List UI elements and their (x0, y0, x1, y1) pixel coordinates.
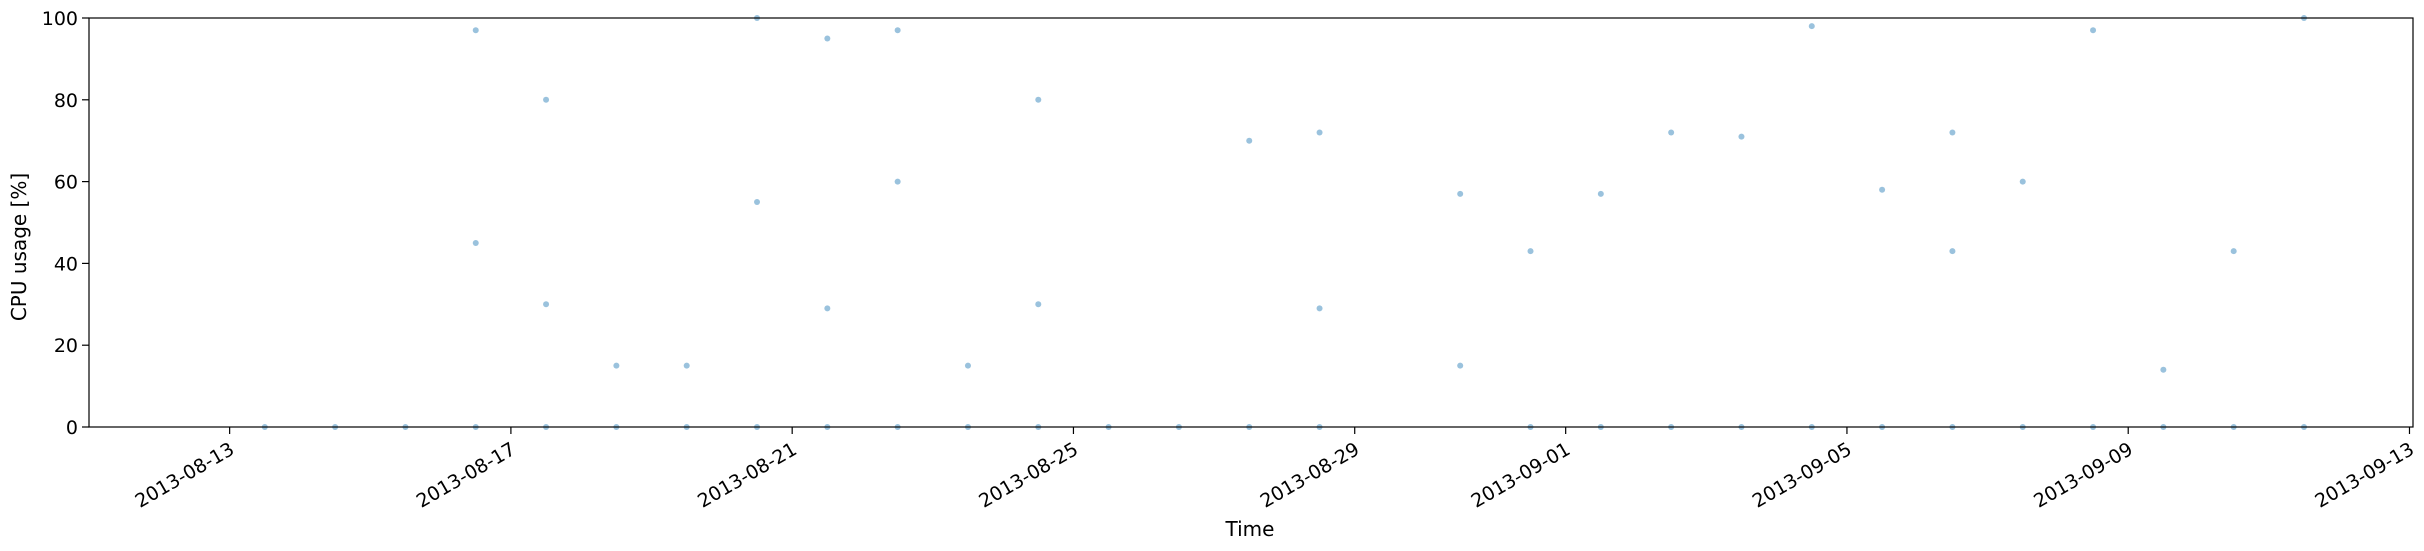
y-tick-label: 0 (66, 417, 78, 439)
scatter-points (261, 15, 2308, 430)
data-point (1808, 23, 1815, 30)
data-point (2230, 248, 2237, 255)
x-tick-label: 2013-08-21 (694, 438, 801, 512)
data-point (2019, 178, 2026, 185)
x-tick-label: 2013-08-25 (975, 438, 1082, 512)
x-tick-label: 2013-09-01 (1468, 438, 1575, 512)
x-tick-label: 2013-09-05 (1749, 438, 1856, 512)
x-axis-title: Time (1225, 517, 1275, 541)
data-point (894, 27, 901, 34)
data-point (683, 362, 690, 369)
data-point (1879, 186, 1886, 193)
y-axis-ticks: 0 20 40 60 80 100 (42, 8, 89, 439)
y-tick-label: 20 (54, 335, 78, 357)
data-point (472, 239, 479, 246)
x-tick-label: 2013-08-13 (132, 438, 239, 512)
data-point (472, 27, 479, 34)
data-point (964, 362, 971, 369)
data-point (1738, 133, 1745, 140)
data-point (1246, 137, 1253, 144)
data-point (894, 178, 901, 185)
data-point (543, 301, 550, 308)
x-tick-label: 2013-09-13 (2311, 438, 2418, 512)
y-tick-label: 100 (42, 8, 78, 30)
data-point (1316, 305, 1323, 312)
x-tick-label: 2013-09-09 (2030, 438, 2137, 512)
data-point (1597, 190, 1604, 197)
x-axis-label: Time (1225, 517, 1275, 541)
data-point (1457, 362, 1464, 369)
y-axis-title: CPU usage [%] (7, 173, 31, 321)
data-point (613, 362, 620, 369)
data-point (1668, 129, 1675, 136)
data-point (2090, 27, 2097, 34)
data-point (824, 35, 831, 42)
data-point (824, 305, 831, 312)
data-point (1949, 248, 1956, 255)
y-tick-label: 80 (54, 90, 78, 112)
plot-area-frame (88, 17, 2414, 428)
x-tick-label: 2013-08-29 (1257, 438, 1364, 512)
data-point (1527, 248, 1534, 255)
data-point (1457, 190, 1464, 197)
data-point (754, 199, 761, 206)
data-point (1035, 96, 1042, 103)
data-point (1949, 129, 1956, 136)
data-point (543, 96, 550, 103)
data-point (1035, 301, 1042, 308)
x-tick-label: 2013-08-17 (413, 438, 520, 512)
y-axis-label: CPU usage [%] (7, 173, 31, 321)
y-tick-label: 40 (54, 253, 78, 275)
data-point (1316, 129, 1323, 136)
y-tick-label: 60 (54, 172, 78, 194)
x-axis-ticks: 2013-08-13 2013-08-17 2013-08-21 2013-08-25… (132, 427, 2418, 513)
data-point (2160, 366, 2167, 373)
